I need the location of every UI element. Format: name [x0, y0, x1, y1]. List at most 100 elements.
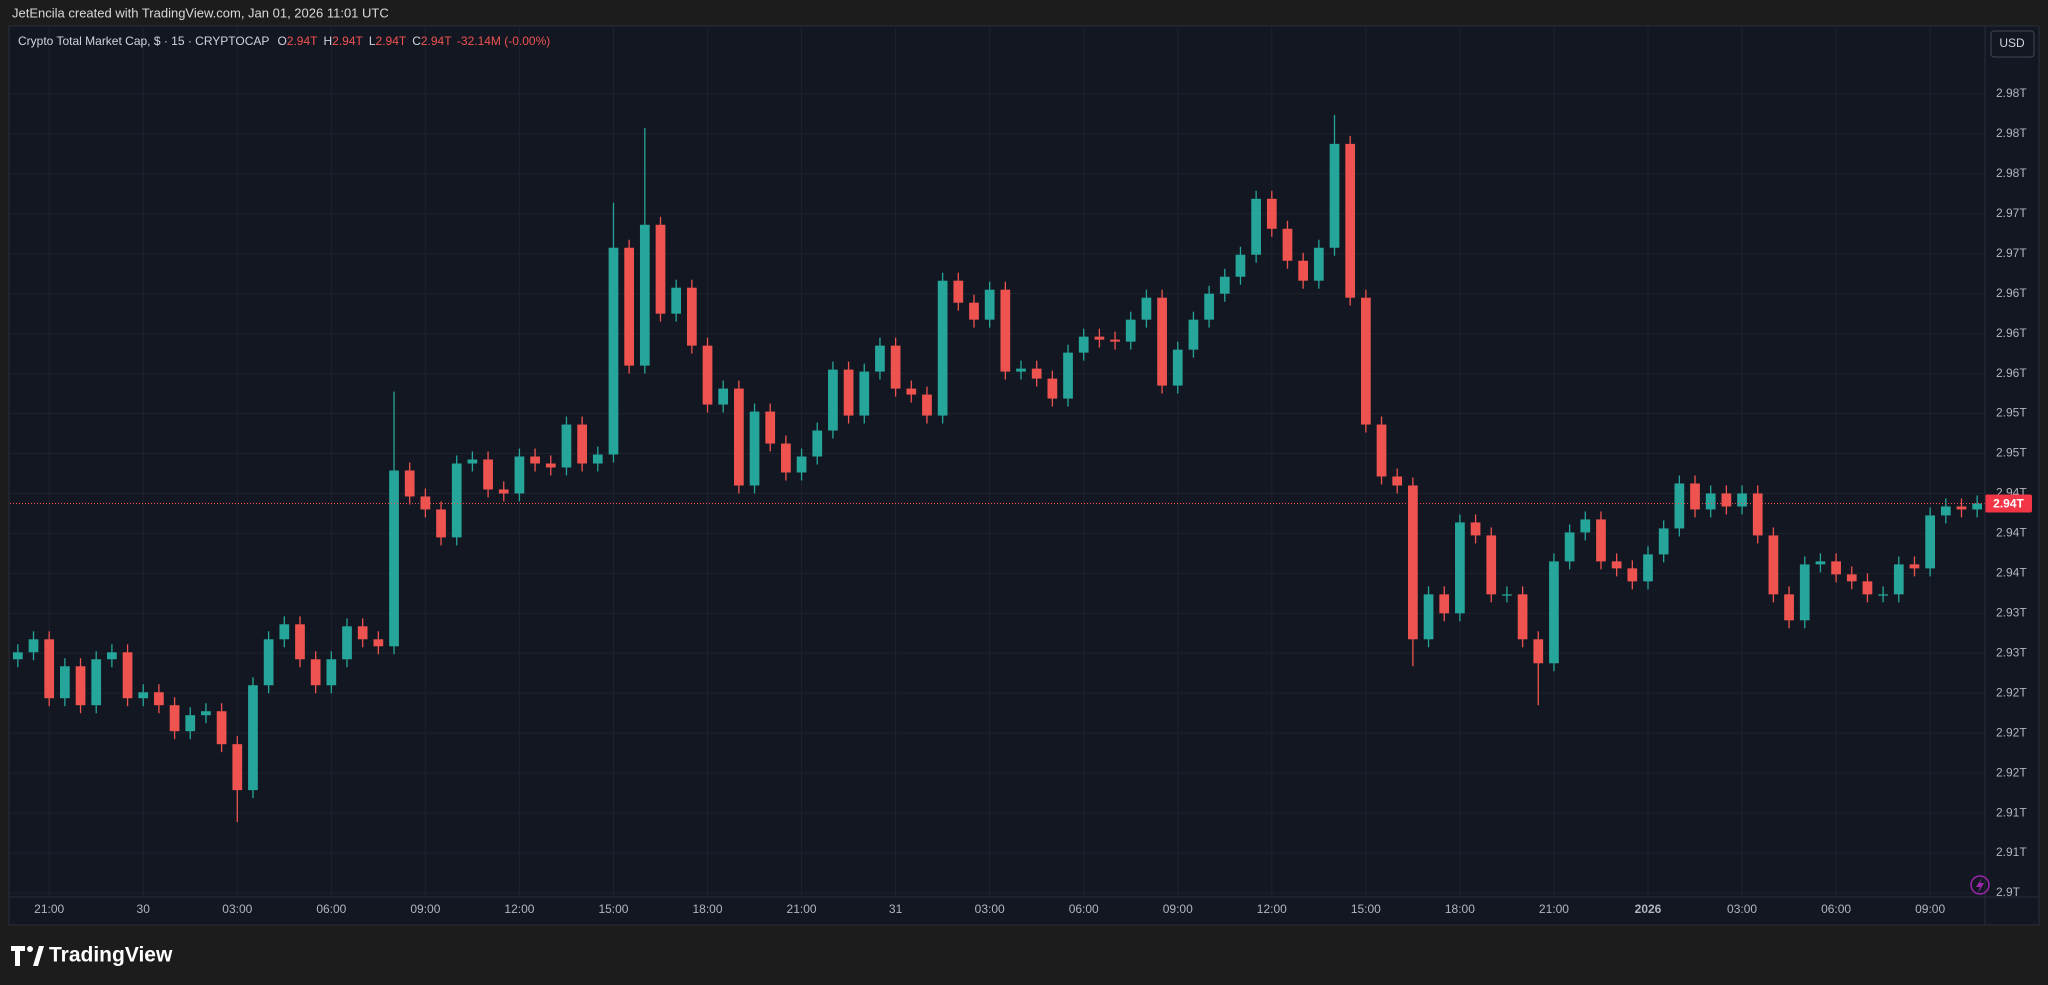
candle-body — [326, 659, 337, 686]
candle-body — [561, 424, 572, 468]
candle-body — [107, 652, 117, 660]
candle-body — [201, 711, 211, 716]
candle-body — [185, 715, 196, 732]
y-tick-label: 2.93T — [1996, 605, 2027, 619]
alert-bolt — [1976, 878, 1984, 893]
x-tick-label: 03:00 — [222, 902, 252, 916]
candle-body — [843, 369, 854, 416]
x-tick-label: 18:00 — [1445, 902, 1475, 916]
candle-body — [232, 744, 243, 791]
legend-key: C — [412, 34, 421, 48]
candle-body — [1439, 594, 1450, 614]
candle-body — [1690, 483, 1700, 510]
y-tick-label: 2.92T — [1996, 685, 2027, 699]
candle-body — [639, 224, 650, 366]
candle-body — [1047, 378, 1058, 399]
candle-body — [1674, 483, 1685, 529]
candle-body — [1235, 254, 1246, 277]
candle-body — [1204, 293, 1214, 320]
candle-body — [1862, 581, 1873, 595]
y-tick-label: 2.91T — [1996, 845, 2027, 859]
legend-value: 2.94T — [287, 34, 318, 48]
candles — [12, 114, 1983, 823]
legend-value: 2.94T — [332, 34, 363, 48]
candle-body — [1956, 506, 1967, 510]
x-tick-label: 2026 — [1635, 902, 1662, 916]
chart-panel — [8, 25, 2040, 926]
candle-body — [890, 345, 901, 389]
candle-body — [1298, 260, 1309, 281]
y-tick-label: 2.92T — [1996, 765, 2027, 779]
y-tick-label: 2.96T — [1996, 366, 2027, 380]
candle-body — [781, 443, 791, 473]
candle-body — [828, 369, 838, 431]
candle-body — [420, 496, 431, 510]
y-tick-label: 2.98T — [1996, 86, 2027, 100]
y-tick-label: 2.94T — [1996, 566, 2027, 580]
y-tick-label: 2.98T — [1996, 166, 2027, 180]
candle-body — [216, 711, 227, 745]
currency-label: USD — [1999, 36, 2025, 50]
candle-body — [1125, 319, 1136, 342]
candle-body — [906, 388, 917, 395]
candle-body — [1016, 368, 1026, 372]
candle-body — [1815, 561, 1826, 565]
candle-body — [1564, 532, 1575, 562]
candle-body — [75, 666, 86, 706]
candle-body — [436, 509, 446, 538]
x-tick-label: 21:00 — [1539, 902, 1569, 916]
candle-body — [248, 685, 258, 791]
candle-body — [310, 659, 321, 686]
candle-body — [1423, 594, 1434, 640]
candle-body — [1251, 198, 1261, 255]
candle-body — [1596, 519, 1606, 562]
last-price-tag — [1985, 494, 2032, 513]
candle-body — [1925, 515, 1935, 569]
x-tick-label: 31 — [889, 902, 903, 916]
candle-body — [1157, 297, 1167, 386]
candle-body — [1549, 561, 1559, 664]
candle-body — [169, 705, 180, 732]
alert-icon[interactable] — [1970, 875, 1990, 895]
candle-body — [1737, 493, 1747, 507]
candle-body — [1658, 528, 1669, 555]
y-tick-label: 2.95T — [1996, 406, 2027, 420]
x-tick-label: 15:00 — [1351, 902, 1381, 916]
candle-body — [1313, 247, 1324, 281]
candle-body — [749, 411, 760, 486]
y-tick-label: 2.94T — [1996, 526, 2027, 540]
candle-body — [1172, 349, 1183, 386]
legend: Crypto Total Market Cap, $ · 15 · CRYPTO… — [18, 34, 550, 48]
candle-body — [734, 388, 744, 486]
candle-body — [1580, 519, 1591, 533]
legend-value: 2.94T — [421, 34, 452, 48]
legend-key: O — [277, 34, 286, 48]
candle-body — [1282, 228, 1293, 261]
candle-body — [859, 371, 870, 416]
candle-body — [28, 639, 39, 653]
candle-body — [1611, 561, 1622, 569]
candle-body — [1972, 503, 1983, 510]
logo-shape — [11, 946, 25, 966]
y-tick-label: 2.91T — [1996, 805, 2027, 819]
candle-body — [1627, 568, 1638, 582]
x-tick-label: 12:00 — [504, 902, 534, 916]
legend-key: L — [369, 34, 376, 48]
candle-body — [577, 424, 587, 464]
y-tick-label: 2.9T — [1996, 885, 2021, 899]
grid — [9, 26, 1985, 897]
y-tick-label: 2.97T — [1996, 246, 2027, 260]
candle-body — [263, 639, 274, 686]
candle-body — [686, 287, 697, 346]
candle-body — [1909, 564, 1920, 569]
currency-button[interactable] — [1990, 30, 2035, 58]
candle-body — [91, 659, 102, 706]
x-tick-label: 09:00 — [410, 902, 440, 916]
y-tick-label: 2.98T — [1996, 126, 2027, 140]
x-tick-label: 06:00 — [1821, 902, 1851, 916]
brand-name: TradingView — [49, 944, 173, 967]
legend-value: 2.94T — [376, 34, 407, 48]
x-tick-label: 12:00 — [1257, 902, 1287, 916]
y-tick-label: 2.95T — [1996, 446, 2027, 460]
